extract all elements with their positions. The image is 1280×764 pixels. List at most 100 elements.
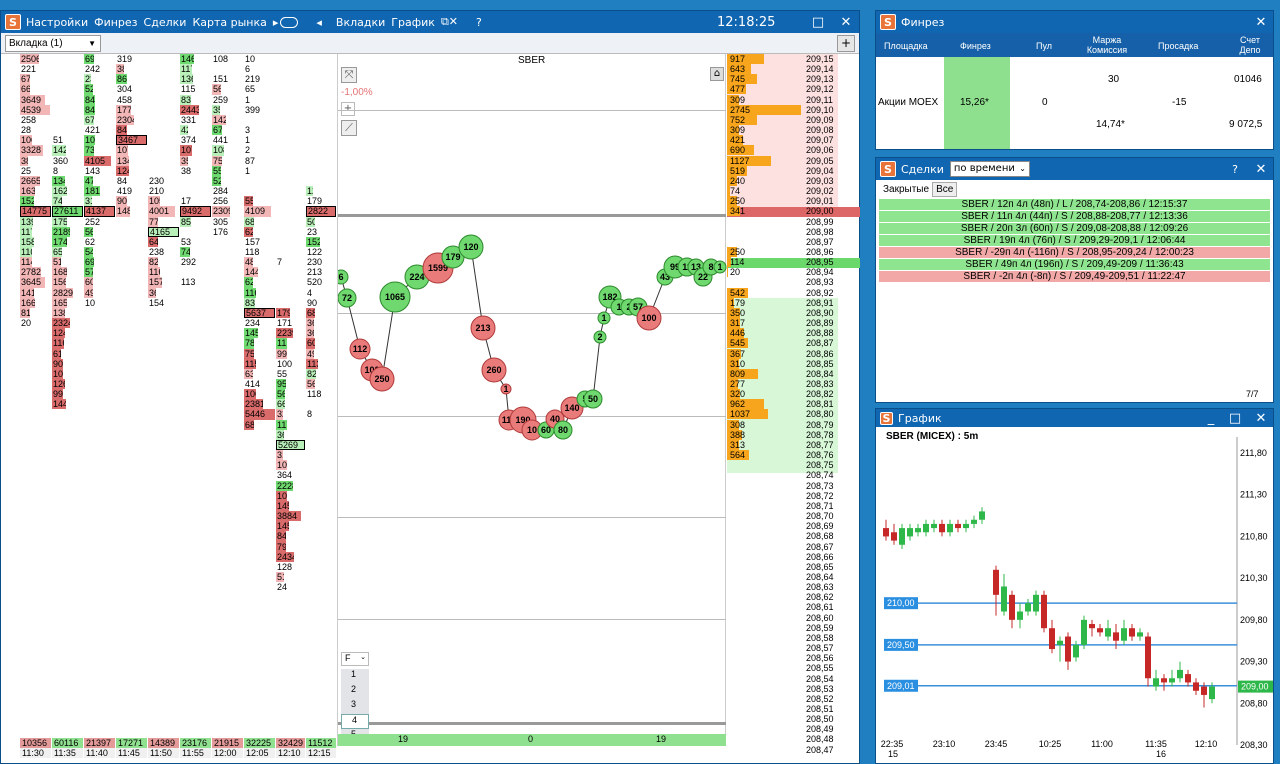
price-level[interactable]: 208,56 bbox=[806, 653, 834, 664]
price-level[interactable]: 209,07 bbox=[806, 135, 834, 146]
trade-bubble[interactable]: 120 bbox=[458, 234, 484, 260]
book-level[interactable] bbox=[727, 227, 803, 237]
chat-icon[interactable]: ▸ bbox=[272, 15, 279, 29]
price-level[interactable]: 208,73 bbox=[806, 480, 834, 491]
price-level[interactable]: 208,59 bbox=[806, 622, 834, 633]
trade-bubble[interactable]: 72 bbox=[338, 288, 357, 308]
candlestick-chart[interactable]: 211,80 211,30 210,80 210,30 209,80 209,30 208,… bbox=[876, 427, 1274, 763]
book-level[interactable]: 962 bbox=[727, 399, 803, 410]
sort-select[interactable]: по времени ⌄ bbox=[949, 161, 1030, 177]
price-level[interactable]: 208,90 bbox=[806, 307, 834, 318]
maximize-icon[interactable]: □ bbox=[811, 14, 825, 30]
price-level[interactable]: 208,86 bbox=[806, 348, 834, 359]
price-level[interactable]: 208,66 bbox=[806, 551, 834, 562]
fullscreen-icon[interactable]: ⤧ bbox=[341, 67, 357, 83]
line-chart-icon[interactable]: ⟋ bbox=[341, 120, 357, 136]
add-tab-button[interactable]: + bbox=[837, 35, 855, 52]
book-level[interactable]: 745 bbox=[727, 74, 803, 85]
book-level[interactable]: 1127 bbox=[727, 155, 803, 166]
price-level[interactable]: 208,49 bbox=[806, 724, 834, 735]
price-level[interactable]: 209,11 bbox=[806, 94, 833, 105]
trade-bubble[interactable]: 1 bbox=[713, 260, 727, 274]
price-level[interactable]: 209,01 bbox=[806, 196, 834, 207]
price-level[interactable]: 208,69 bbox=[806, 521, 834, 532]
price-level[interactable]: 209,08 bbox=[806, 125, 834, 136]
book-level[interactable]: 20 bbox=[727, 267, 803, 278]
deal-row[interactable]: SBER / 19п 4л (76п) / S / 209,29-209,1 /… bbox=[879, 235, 1270, 247]
book-level[interactable]: 277 bbox=[727, 379, 803, 389]
trade-bubble[interactable]: 213 bbox=[470, 315, 496, 341]
price-level[interactable]: 208,94 bbox=[806, 267, 834, 278]
book-level[interactable]: 309 bbox=[727, 94, 803, 105]
trade-bubble[interactable]: 1 bbox=[597, 311, 611, 325]
price-level[interactable]: 208,98 bbox=[806, 226, 834, 237]
price-level[interactable]: 208,65 bbox=[806, 561, 834, 572]
price-level[interactable]: 208,81 bbox=[806, 399, 834, 410]
filter-dropdown[interactable]: F ⌄ bbox=[341, 652, 369, 666]
price-level[interactable]: 208,62 bbox=[806, 592, 834, 603]
zoom-plus-button[interactable]: + bbox=[341, 102, 355, 116]
book-level[interactable] bbox=[727, 217, 803, 227]
arrow-left-icon[interactable]: ◂ bbox=[316, 15, 322, 29]
price-level[interactable]: 209,06 bbox=[806, 145, 834, 156]
toggle-switch[interactable] bbox=[280, 16, 299, 28]
price-level[interactable]: 209,09 bbox=[806, 114, 834, 125]
trade-bubble[interactable]: 80 bbox=[553, 420, 573, 440]
trade-bubble[interactable]: 2 bbox=[593, 330, 607, 344]
tab-select[interactable]: Вкладка (1) ▼ bbox=[5, 35, 101, 52]
book-level[interactable]: 477 bbox=[727, 84, 803, 95]
detach-icon[interactable]: ⧉✕ bbox=[440, 15, 459, 28]
price-level[interactable]: 208,75 bbox=[806, 460, 834, 471]
trade-bubble[interactable]: 250 bbox=[369, 366, 395, 392]
close-icon[interactable]: ✕ bbox=[840, 14, 852, 30]
price-level[interactable]: 208,95 bbox=[806, 257, 834, 268]
book-level[interactable]: 545 bbox=[727, 338, 803, 349]
price-level[interactable]: 208,47 bbox=[806, 744, 834, 755]
price-level[interactable]: 208,79 bbox=[806, 419, 834, 430]
close-icon[interactable]: ✕ bbox=[1255, 14, 1267, 30]
book-level[interactable]: 114 bbox=[727, 257, 803, 268]
deal-row[interactable]: SBER / 12п 4л (48п) / L / 208,74-208,86 … bbox=[879, 199, 1270, 211]
price-level[interactable]: 208,52 bbox=[806, 693, 834, 704]
price-level[interactable]: 208,89 bbox=[806, 318, 834, 329]
price-level[interactable]: 208,84 bbox=[806, 368, 834, 379]
book-level[interactable]: 309 bbox=[727, 125, 803, 136]
book-level[interactable]: 74 bbox=[727, 186, 803, 197]
book-level[interactable]: 446 bbox=[727, 328, 803, 339]
price-level[interactable]: 209,02 bbox=[806, 186, 834, 197]
price-level[interactable]: 208,80 bbox=[806, 409, 834, 420]
price-level[interactable]: 208,64 bbox=[806, 571, 834, 582]
price-level[interactable]: 209,10 bbox=[806, 104, 834, 115]
level-item[interactable]: 2 bbox=[341, 684, 369, 699]
book-level[interactable]: 308 bbox=[727, 419, 803, 430]
close-icon[interactable]: ✕ bbox=[1255, 410, 1267, 426]
price-level[interactable]: 208,55 bbox=[806, 663, 834, 674]
help-icon[interactable]: ? bbox=[1232, 162, 1238, 176]
deal-row[interactable]: SBER / -29п 4л (-116п) / S / 208,95-209,… bbox=[879, 247, 1270, 259]
level-item[interactable]: 3 bbox=[341, 699, 369, 714]
book-level[interactable]: 250 bbox=[727, 196, 803, 207]
book-level[interactable]: 564 bbox=[727, 450, 803, 461]
level-item[interactable]: 1 bbox=[341, 669, 369, 684]
book-level[interactable]: 317 bbox=[727, 318, 803, 329]
book-level[interactable]: 310 bbox=[727, 358, 803, 369]
book-level[interactable]: 313 bbox=[727, 439, 803, 450]
trade-bubble[interactable]: 1065 bbox=[379, 281, 411, 313]
footprint-chart[interactable]: SBER ⤧ -1,00% + ⟋ ⌂ 6 72 112 100 250 1065 224 1… bbox=[337, 54, 727, 746]
menu-market-map[interactable]: Карта рынка bbox=[192, 15, 267, 29]
deal-row[interactable]: SBER / -2п 4л (-8п) / S / 209,49-209,51 … bbox=[879, 271, 1270, 283]
trade-bubble[interactable]: 260 bbox=[481, 357, 507, 383]
book-level[interactable]: 350 bbox=[727, 307, 803, 318]
price-level[interactable]: 208,61 bbox=[806, 602, 834, 613]
price-level[interactable]: 208,51 bbox=[806, 704, 834, 714]
price-level[interactable]: 208,88 bbox=[806, 328, 834, 339]
price-level[interactable]: 208,97 bbox=[806, 236, 834, 247]
price-level[interactable]: 208,70 bbox=[806, 511, 834, 522]
price-level[interactable]: 208,92 bbox=[806, 287, 834, 298]
book-level[interactable]: 519 bbox=[727, 165, 803, 176]
book-level[interactable]: 917 bbox=[727, 54, 803, 64]
book-level[interactable]: 809 bbox=[727, 368, 803, 379]
price-level[interactable]: 208,57 bbox=[806, 643, 834, 654]
price-level[interactable]: 208,85 bbox=[806, 358, 834, 369]
book-level[interactable]: 421 bbox=[727, 135, 803, 146]
